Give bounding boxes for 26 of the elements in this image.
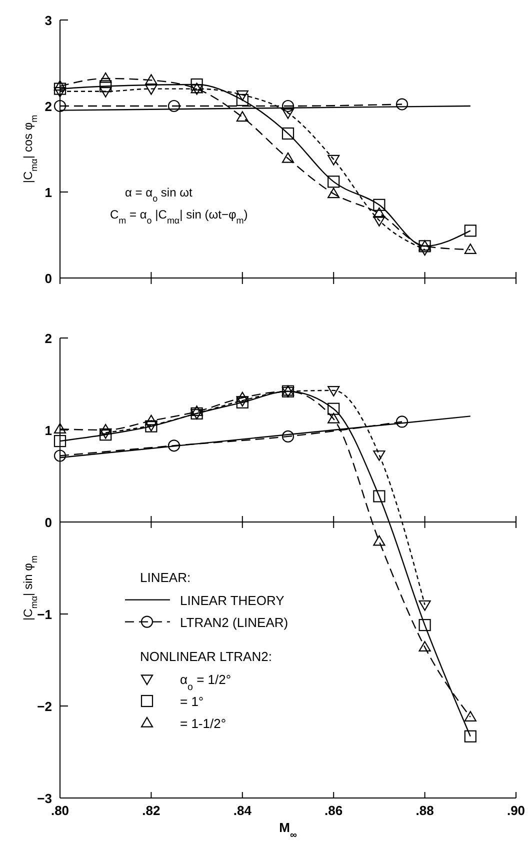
x-axis-title: M$_{∞}$ bbox=[279, 820, 297, 840]
legend-label: = 1-1/2° bbox=[180, 716, 226, 731]
legend-label: = 1° bbox=[180, 694, 204, 709]
x-tick-label: .86 bbox=[324, 803, 343, 818]
x-tick-label: .84 bbox=[233, 803, 252, 818]
text: C$_{m}$ = α$_{o}$ |C$_{mα}$| sin (ωt−φ$_{m}$) bbox=[110, 207, 248, 226]
y-tick-label: 2 bbox=[44, 99, 52, 114]
x-tick-label: .90 bbox=[506, 803, 526, 818]
legend-label: LTRAN2 (LINEAR) bbox=[180, 614, 288, 630]
legend-label: LINEAR THEORY bbox=[180, 592, 285, 608]
legend-title: LINEAR: bbox=[140, 570, 191, 585]
y-tick-label: 0 bbox=[44, 515, 52, 530]
y-tick-label: 2 bbox=[44, 331, 52, 346]
x-tick-label: .82 bbox=[142, 803, 160, 818]
annotation: α = α$_{o}$ sin ωt bbox=[125, 185, 193, 204]
x-tick-label: .80 bbox=[50, 803, 70, 818]
y-tick-label: 3 bbox=[44, 13, 52, 28]
y-tick-label: −1 bbox=[37, 607, 52, 622]
y-tick-label: 0 bbox=[44, 271, 52, 286]
legend-label: α$_{o}$ = 1/2° bbox=[180, 672, 232, 692]
y-tick-label: −3 bbox=[37, 791, 52, 806]
annotation: NONLINEAR LTRAN2: bbox=[140, 649, 272, 664]
y-tick-label: −2 bbox=[37, 699, 52, 714]
y-tick-label: 1 bbox=[44, 185, 52, 200]
y-tick-label: 1 bbox=[44, 423, 52, 438]
x-tick-label: .88 bbox=[416, 803, 434, 818]
